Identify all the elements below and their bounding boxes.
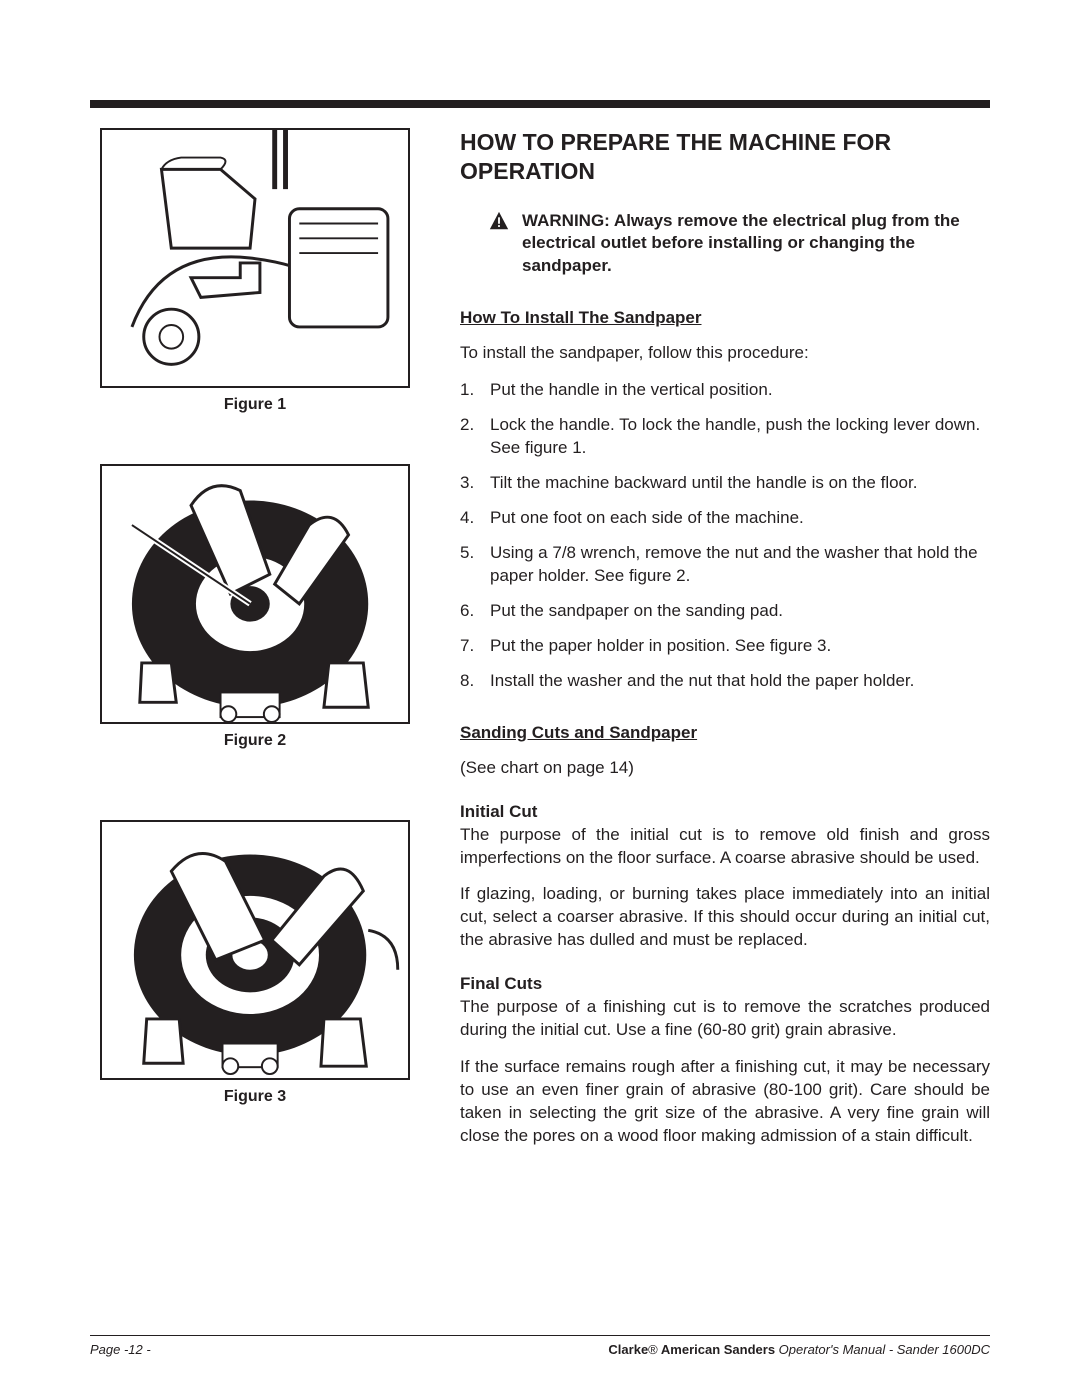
figure-2-image xyxy=(100,464,410,724)
initial-cut-p2: If glazing, loading, or burning takes pl… xyxy=(460,883,990,952)
figure-1: Figure 1 xyxy=(90,128,420,414)
figure-1-caption: Figure 1 xyxy=(90,396,420,414)
warning-text: WARNING: Always remove the electrical pl… xyxy=(522,210,990,279)
figure-3-image xyxy=(100,820,410,1080)
list-item: 1.Put the handle in the vertical positio… xyxy=(460,379,990,402)
final-cuts-label: Final Cuts xyxy=(460,974,990,994)
top-rule xyxy=(90,100,990,108)
list-item: 3.Tilt the machine backward until the ha… xyxy=(460,472,990,495)
figure-2-caption: Figure 2 xyxy=(90,732,420,750)
install-heading: How To Install The Sandpaper xyxy=(460,308,990,328)
final-cuts-p1: The purpose of a finishing cut is to rem… xyxy=(460,996,990,1042)
warning-block: WARNING: Always remove the electrical pl… xyxy=(488,210,990,279)
list-item: 7.Put the paper holder in position. See … xyxy=(460,635,990,658)
page-footer: Page -12 - Clarke® American Sanders Oper… xyxy=(90,1335,990,1357)
cuts-heading: Sanding Cuts and Sandpaper xyxy=(460,723,990,743)
final-cuts-p2: If the surface remains rough after a fin… xyxy=(460,1056,990,1148)
figure-2: Figure 2 xyxy=(90,464,420,750)
figure-1-image xyxy=(100,128,410,388)
figure-3: Figure 3 xyxy=(90,820,420,1106)
figure-3-caption: Figure 3 xyxy=(90,1088,420,1106)
footer-doc: Clarke® American Sanders Operator's Manu… xyxy=(608,1342,990,1357)
initial-cut-p1: The purpose of the initial cut is to rem… xyxy=(460,824,990,870)
install-steps: 1.Put the handle in the vertical positio… xyxy=(460,379,990,692)
page-title: HOW TO PREPARE THE MACHINE FOR OPERATION xyxy=(460,128,990,186)
list-item: 2.Lock the handle. To lock the handle, p… xyxy=(460,414,990,460)
install-intro: To install the sandpaper, follow this pr… xyxy=(460,342,990,365)
list-item: 4.Put one foot on each side of the machi… xyxy=(460,507,990,530)
content-column: HOW TO PREPARE THE MACHINE FOR OPERATION… xyxy=(460,128,990,1162)
figures-column: Figure 1 xyxy=(90,128,420,1162)
warning-icon xyxy=(488,210,510,232)
list-item: 6.Put the sandpaper on the sanding pad. xyxy=(460,600,990,623)
initial-cut-label: Initial Cut xyxy=(460,802,990,822)
list-item: 8.Install the washer and the nut that ho… xyxy=(460,670,990,693)
list-item: 5.Using a 7/8 wrench, remove the nut and… xyxy=(460,542,990,588)
cuts-see: (See chart on page 14) xyxy=(460,757,990,780)
footer-page: Page -12 - xyxy=(90,1342,151,1357)
